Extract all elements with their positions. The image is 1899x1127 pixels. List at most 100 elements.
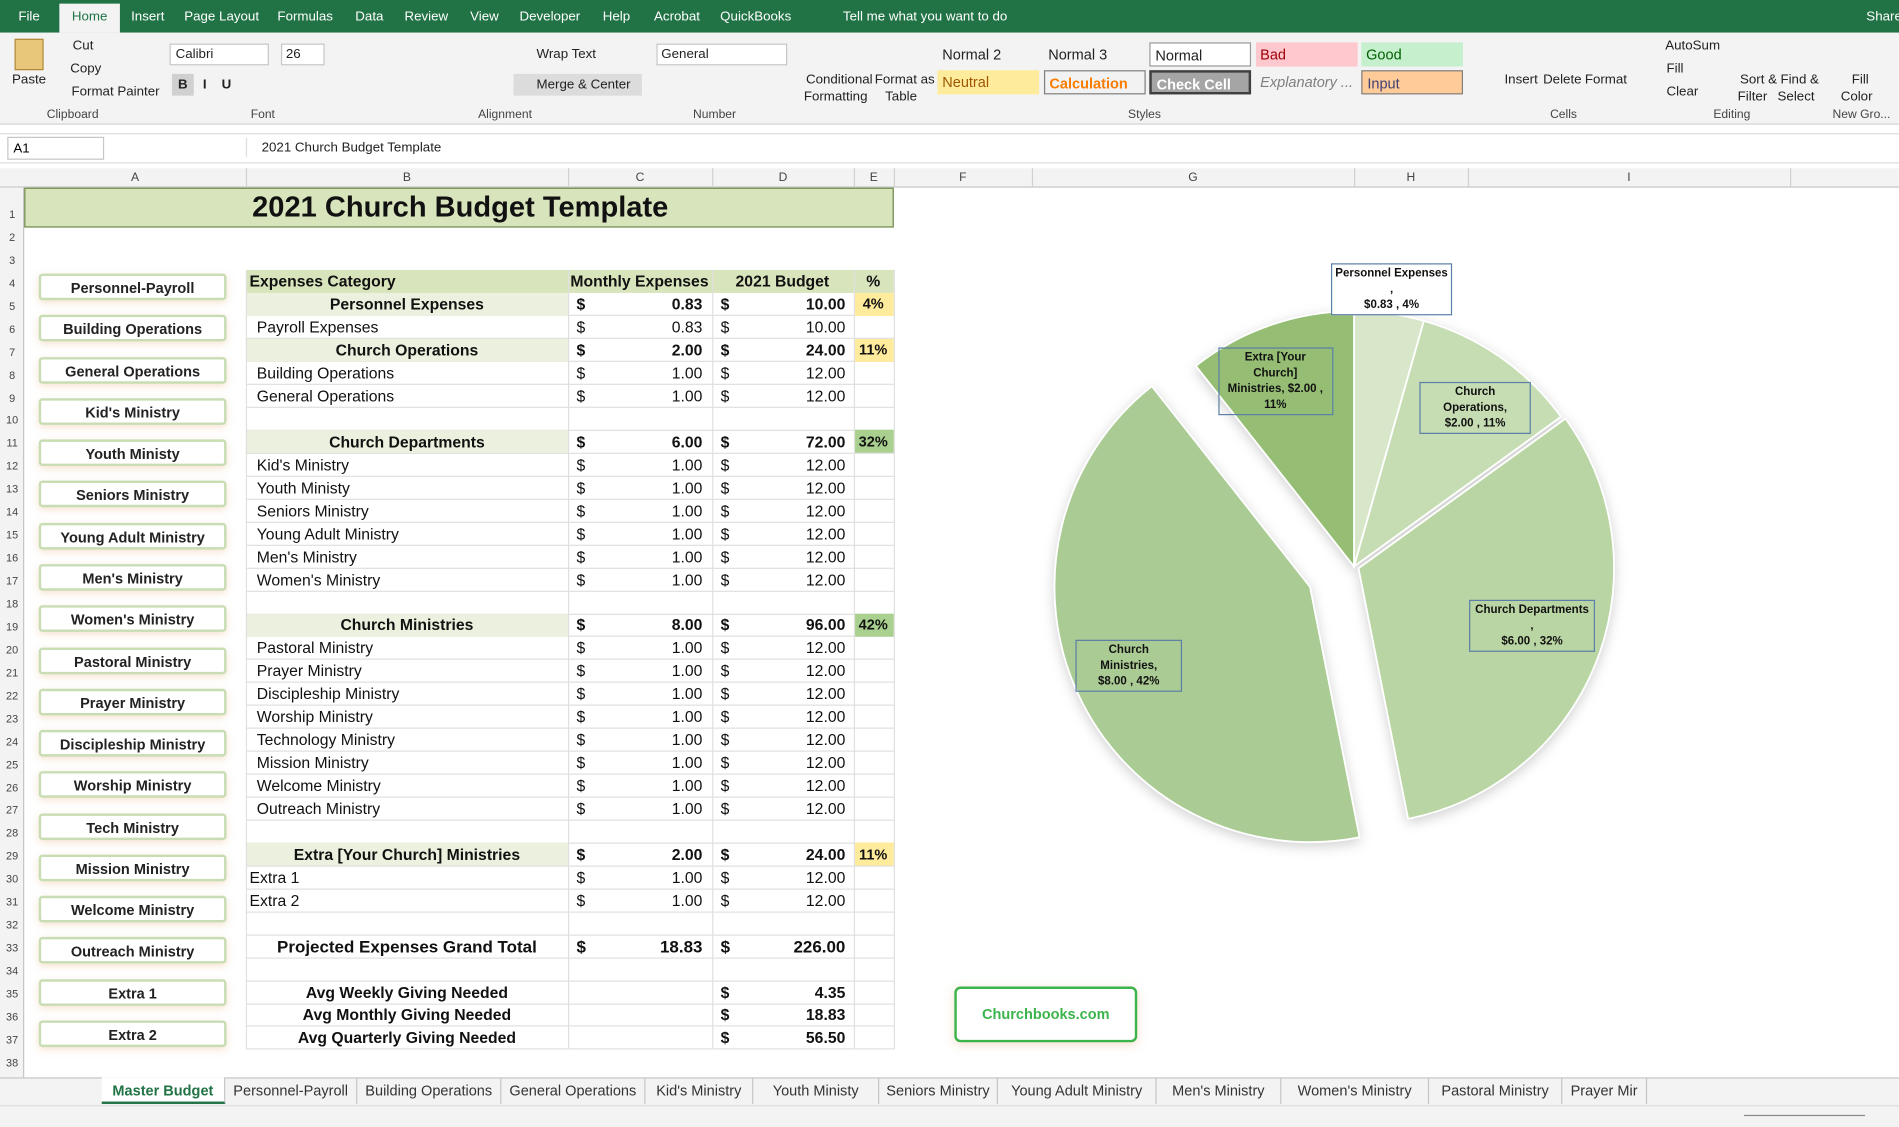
ribbon-command[interactable]: Conditional [805,72,873,88]
name-box[interactable]: A1 [7,136,105,160]
row-header[interactable]: 24 [6,735,19,748]
sheet-tab[interactable]: Master Budget [101,1077,226,1104]
cell-style[interactable]: Good [1361,42,1464,67]
row-header[interactable]: 13 [6,483,19,496]
ribbon-tab[interactable]: Insert [131,9,165,25]
row-header[interactable]: 9 [9,391,16,404]
sheet-tab[interactable]: Kid's Ministry [646,1077,754,1104]
row-header[interactable]: 26 [6,781,19,794]
sheet-tab[interactable]: Men's Ministry [1157,1077,1282,1104]
row-header[interactable]: 5 [9,299,16,313]
row-header[interactable]: 21 [6,666,19,679]
link-button[interactable]: Churchbooks.com [954,986,1138,1043]
nav-button[interactable]: Extra 1 [38,978,227,1006]
sheet-tab[interactable]: Personnel-Payroll [225,1077,358,1104]
row-header[interactable]: 6 [9,322,16,335]
nav-button[interactable]: Prayer Ministry [38,688,227,716]
ribbon-command[interactable]: Delete [1543,72,1582,88]
row-header[interactable]: 17 [6,575,19,588]
cell-style[interactable]: Input [1361,70,1464,95]
sheet-tab[interactable]: Pastoral Ministry [1429,1077,1563,1104]
nav-button[interactable]: Mission Ministry [38,854,227,882]
sheet-tab[interactable]: Seniors Ministry [879,1077,998,1104]
row-header[interactable]: 33 [6,941,19,954]
share-button[interactable]: Share [1866,9,1899,25]
row-header[interactable]: 34 [6,964,19,977]
nav-button[interactable]: Youth Ministy [38,439,227,467]
ribbon-tab[interactable]: Formulas [277,9,333,25]
ribbon-tab[interactable]: Review [404,9,449,25]
nav-button[interactable]: Welcome Ministry [38,895,227,923]
sheet-tab[interactable]: Prayer Mir [1562,1077,1648,1104]
nav-button[interactable]: Building Operations [38,315,227,342]
nav-button[interactable]: Outreach Ministry [38,937,227,965]
ribbon-command[interactable]: Format [1584,72,1628,88]
nav-button[interactable]: General Operations [38,356,227,384]
ribbon-command[interactable]: Copy [70,61,102,77]
ribbon-command[interactable]: Paste [12,72,47,88]
nav-button[interactable]: Kid's Ministry [38,398,227,425]
ribbon-tab[interactable]: Developer [519,9,581,25]
row-header[interactable]: 20 [6,643,19,656]
column-header[interactable]: H [1406,171,1416,185]
sheet-tab[interactable]: Women's Ministry [1281,1077,1430,1104]
ribbon-command[interactable]: B [178,77,188,92]
row-header[interactable]: 1 [9,208,16,221]
nav-button[interactable]: Extra 2 [38,1020,227,1048]
row-header[interactable]: 16 [6,552,19,565]
formula-content[interactable]: 2021 Church Budget Template [261,140,442,155]
row-header[interactable]: 10 [6,414,19,427]
row-header[interactable]: 18 [6,597,19,611]
row-header[interactable]: 23 [6,712,19,725]
row-header[interactable]: 25 [6,758,19,771]
row-header[interactable]: 2 [9,231,16,244]
row-header[interactable]: 27 [6,804,19,817]
ribbon-command[interactable]: Fill [1666,61,1684,77]
sheet-tab[interactable]: Young Adult Ministry [998,1077,1157,1104]
row-header[interactable]: 12 [6,460,19,473]
row-header[interactable]: 29 [6,850,19,863]
ribbon-command[interactable]: Color [1840,89,1873,105]
column-header[interactable]: I [1627,171,1631,185]
column-header[interactable]: C [635,171,645,185]
nav-button[interactable]: Seniors Ministry [38,481,227,508]
ribbon-command[interactable]: U [221,77,232,92]
ribbon-command[interactable]: I [202,77,207,92]
ribbon-command[interactable]: General [661,47,709,62]
ribbon-tab[interactable]: View [470,9,499,25]
row-header[interactable]: 36 [6,1010,19,1023]
cell-style[interactable]: Explanatory ... [1255,70,1358,95]
column-header[interactable]: D [778,171,788,185]
column-header[interactable]: E [869,171,878,185]
ribbon-command[interactable]: Sort & [1740,72,1778,88]
row-header[interactable]: 22 [6,689,19,702]
ribbon-command[interactable]: Find & [1780,72,1819,88]
ribbon-tab[interactable]: Data [355,9,384,25]
column-header[interactable]: B [402,171,411,185]
row-header[interactable]: 4 [9,276,16,290]
row-header[interactable]: 8 [9,368,16,381]
ribbon-command[interactable]: Table [885,89,917,105]
ribbon-tab[interactable]: Page Layout [184,9,260,25]
row-header[interactable]: 3 [9,254,16,267]
ribbon-tab[interactable]: Home [71,9,108,25]
row-header[interactable]: 35 [6,987,19,1000]
tell-me[interactable]: Tell me what you want to do [842,9,1008,25]
ribbon-command[interactable]: AutoSum [1665,38,1721,54]
row-header[interactable]: 30 [6,873,19,886]
ribbon-command[interactable]: Insert [1504,72,1538,88]
ribbon-command[interactable]: Wrap Text [536,47,597,62]
column-header[interactable]: G [1188,171,1198,185]
row-header[interactable]: 38 [6,1056,19,1069]
cell-style[interactable]: Normal 2 [937,42,1040,67]
ribbon-command[interactable]: Format Painter [71,84,160,100]
nav-button[interactable]: Men's Ministry [38,564,227,591]
ribbon-command[interactable]: Merge & Center [536,77,631,92]
column-header[interactable]: F [959,171,967,185]
cell-style[interactable]: Normal [1149,42,1252,67]
cell-style[interactable]: Calculation [1043,70,1146,95]
sheet-tab[interactable]: Building Operations [357,1077,502,1104]
row-header[interactable]: 7 [9,345,16,358]
ribbon-tab[interactable]: Help [602,9,631,25]
ribbon-tab[interactable]: Acrobat [654,9,700,25]
